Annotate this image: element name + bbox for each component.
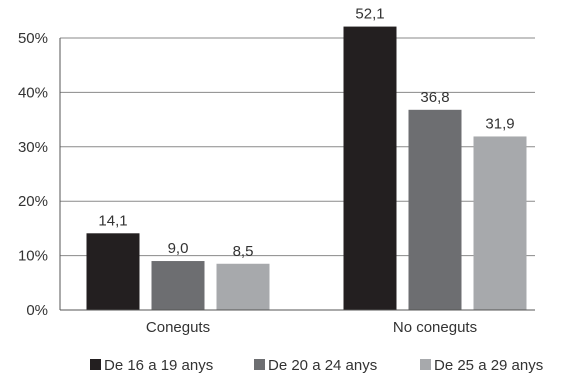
y-tick-label: 10% xyxy=(18,248,48,265)
data-label: 14,1 xyxy=(98,212,127,229)
x-tick-label: Coneguts xyxy=(146,319,210,336)
y-tick-label: 20% xyxy=(18,193,48,210)
data-label: 31,9 xyxy=(485,115,514,132)
legend-swatch xyxy=(254,359,265,370)
data-labels: 14,1 9,0 8,5 52,1 36,8 31,9 xyxy=(98,6,514,260)
bar xyxy=(343,26,397,311)
y-tick-label: 50% xyxy=(18,30,48,47)
x-tick-label: No coneguts xyxy=(393,319,477,336)
bar xyxy=(151,261,205,310)
data-label: 36,8 xyxy=(420,89,449,106)
data-label: 9,0 xyxy=(168,240,189,257)
bar xyxy=(86,233,140,310)
legend-item: De 16 a 19 anys xyxy=(90,357,213,374)
bars xyxy=(86,26,527,311)
legend-item: De 20 a 24 anys xyxy=(254,357,377,374)
legend-item: De 25 a 29 anys xyxy=(420,357,543,374)
data-label: 8,5 xyxy=(233,243,254,260)
axes: 0% 10% 20% 30% 40% 50% Coneguts No coneguts xyxy=(18,30,535,336)
legend: De 16 a 19 anys De 20 a 24 anys De 25 a 29… xyxy=(90,357,543,374)
data-label: 52,1 xyxy=(355,6,384,23)
y-tick-label: 0% xyxy=(26,302,48,319)
legend-swatch xyxy=(420,359,431,370)
y-tick-label: 30% xyxy=(18,139,48,156)
legend-label: De 25 a 29 anys xyxy=(434,357,543,374)
legend-swatch xyxy=(90,359,101,370)
legend-label: De 16 a 19 anys xyxy=(104,357,213,374)
bar xyxy=(216,263,270,310)
bar xyxy=(408,109,462,310)
legend-label: De 20 a 24 anys xyxy=(268,357,377,374)
gridlines xyxy=(60,37,535,257)
bar xyxy=(473,136,527,310)
y-tick-label: 40% xyxy=(18,84,48,101)
